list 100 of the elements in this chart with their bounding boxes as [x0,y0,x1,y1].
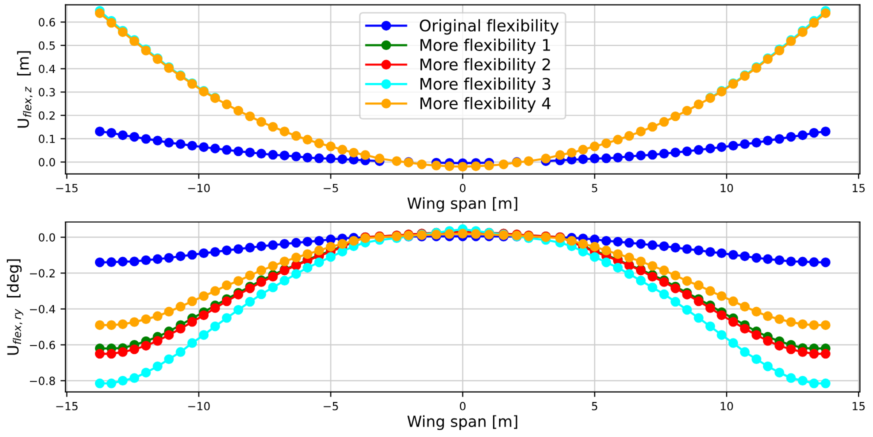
point [94,257,105,268]
point [176,139,186,149]
point [740,139,750,149]
point [314,153,324,164]
point [762,136,773,146]
point [659,241,669,252]
point [164,253,174,263]
point [198,142,209,152]
point [648,150,658,160]
legend-label: More flexibility 4 [420,96,551,112]
x-tick-label: 15 [852,402,865,410]
point [118,256,128,266]
point [210,247,220,257]
point [786,256,796,266]
point [809,128,819,138]
x-tick-label: 10 [720,184,733,192]
x-tick-label: 5 [592,402,598,410]
y-tick-label: 0.0 [38,233,56,242]
x-tick-label: 0 [460,402,466,410]
point [268,150,278,160]
point [176,251,186,262]
point [590,154,600,164]
point [716,310,726,320]
point [141,134,151,144]
x-tick-label: 5 [592,184,598,192]
y-tick-label: 0.4 [38,64,56,74]
point [624,238,634,248]
point [222,296,232,306]
point [774,134,784,144]
point [740,324,750,334]
point [762,254,773,264]
point [682,244,692,254]
point [152,136,162,146]
x-tick-label: 0 [460,184,466,192]
y-tick-label: 0.1 [38,134,55,144]
x-tick-label: −15 [56,402,78,410]
y-tick-label: 0.0 [38,158,56,166]
point [705,303,716,313]
point [222,245,232,256]
y-tick-label: −0.8 [30,376,55,386]
point [716,142,726,152]
point [659,148,669,158]
point [256,241,266,252]
point [222,145,232,155]
point [198,310,209,320]
point [94,126,105,136]
x-tick-label: 15 [852,184,865,192]
y-axis-title: U$_{flex,ry}$ [deg] [6,259,24,355]
y-tick-label: −0.4 [30,304,56,314]
point [256,148,266,158]
point [670,242,680,252]
x-tick-label: −10 [188,402,210,410]
point [210,303,220,313]
point [636,150,646,160]
y-tick-label: 0.2 [38,111,55,120]
point [809,348,819,359]
x-axis-title: Wing span [m] [407,197,518,212]
point [302,236,312,247]
point [268,240,278,250]
point [601,236,612,246]
point [187,317,198,327]
y-axis-title: U$_{flex,z}$ [m] [17,51,32,128]
point [786,132,796,142]
point [798,256,808,266]
x-tick-label: −5 [324,402,338,410]
point [601,153,612,164]
point [820,126,830,136]
point [187,140,198,151]
point [130,256,140,266]
legend-label: More flexibility 2 [420,58,550,74]
point [152,254,162,264]
point [210,144,220,154]
point [118,130,128,140]
point [198,248,209,258]
point [705,144,716,154]
point [106,128,116,138]
x-tick-label: −10 [188,184,210,192]
point [694,245,704,256]
point [774,340,784,351]
point [613,236,623,247]
point [302,152,312,162]
point [752,330,762,340]
y-tick-label: 0.5 [38,41,55,50]
point [291,152,302,162]
x-tick-label: −15 [56,184,78,192]
point [694,296,704,306]
point [682,146,692,156]
x-tick-label: 10 [720,402,733,410]
point [762,336,773,346]
point [648,240,658,250]
point [106,257,116,268]
point [152,336,162,346]
point [636,239,646,249]
point [728,317,738,327]
point [728,250,738,260]
point [130,132,140,142]
point [164,138,174,148]
point [118,347,128,357]
point [694,145,704,155]
y-tick-label: 0.6 [38,18,56,26]
